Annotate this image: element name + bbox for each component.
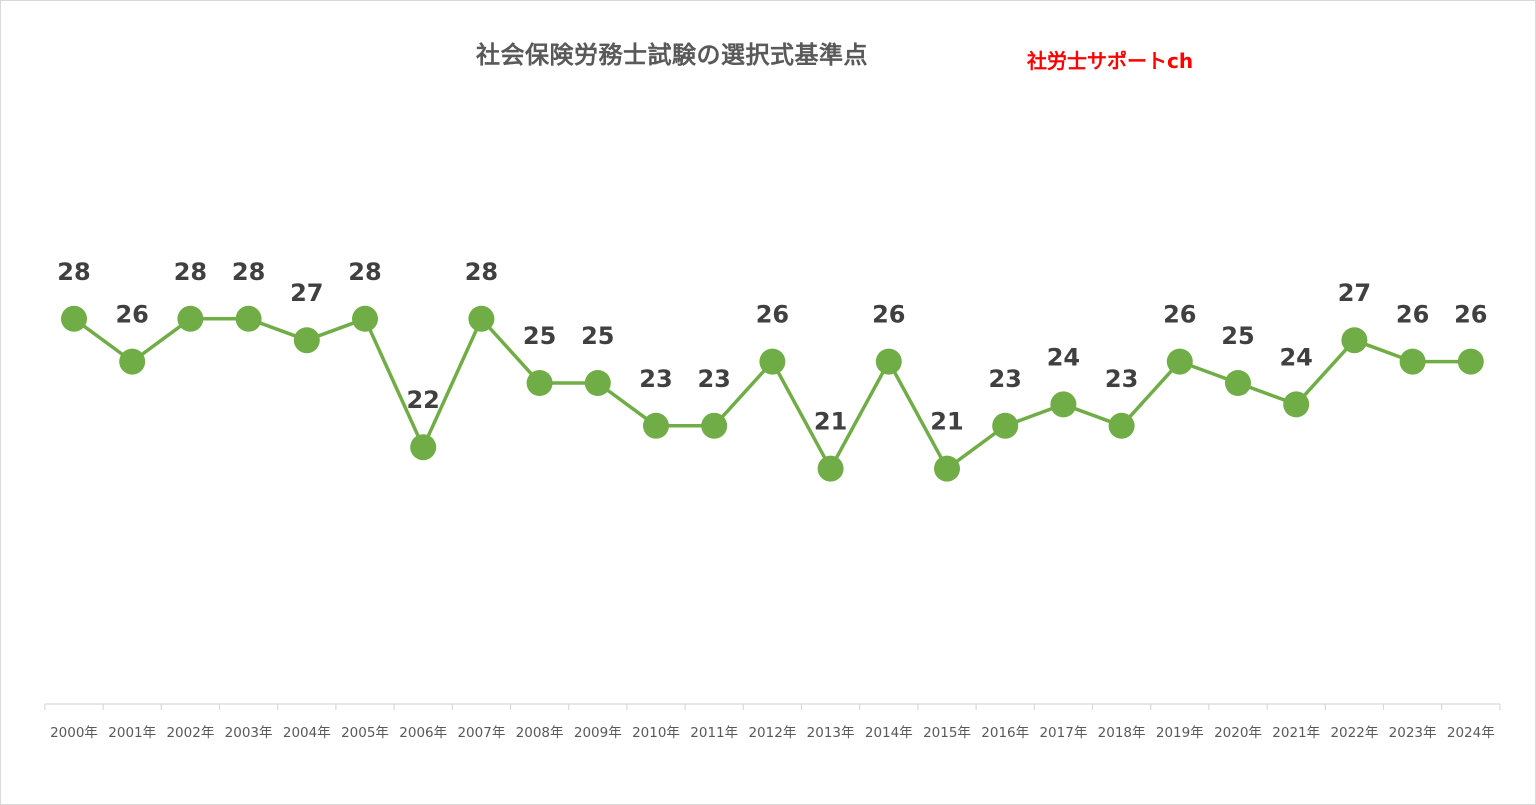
data-label-layer: 28 26 28 28 27 28 22 28 25 25 23 23 26 21 26 21 23 24 23 26… [57, 258, 1487, 436]
series-line-layer [72, 317, 1471, 471]
data-label-2002年: 28 [174, 258, 207, 286]
data-point-2008年 [526, 370, 553, 396]
x-tick-label-2009年: 2009年 [574, 725, 622, 741]
x-tick-label-2000年: 2000年 [50, 725, 98, 741]
data-label-2009年: 25 [581, 322, 614, 350]
x-tick-label-2023年: 2023年 [1389, 725, 1437, 741]
data-point-2022年 [1341, 327, 1368, 354]
data-label-2008年: 25 [523, 322, 556, 350]
data-label-2021年: 24 [1279, 343, 1312, 371]
data-point-2013年 [817, 455, 844, 482]
tick-label-layer: 2000年 2001年 2002年 2003年 2004年 2005年 2006年 2007年… [50, 725, 1495, 741]
data-label-2007年: 28 [465, 258, 498, 286]
x-tick-label-2006年: 2006年 [399, 725, 447, 741]
x-tick-label-2003年: 2003年 [225, 725, 273, 741]
data-label-2016年: 23 [988, 365, 1021, 393]
data-point-2007年 [468, 305, 495, 332]
data-label-2013年: 21 [814, 408, 847, 436]
watermark-text: 社労士サポートch [1027, 49, 1194, 73]
data-label-2022年: 27 [1338, 279, 1371, 307]
data-label-2001年: 26 [115, 301, 148, 329]
x-tick-label-2001年: 2001年 [108, 725, 156, 741]
x-tick-label-2022年: 2022年 [1330, 725, 1378, 741]
data-point-2009年 [584, 370, 611, 396]
data-point-2006年 [410, 434, 437, 461]
series-line [72, 317, 1471, 471]
data-label-2011年: 23 [697, 365, 730, 393]
data-point-2019年 [1166, 348, 1193, 375]
data-point-2016年 [992, 412, 1019, 439]
marker-layer [61, 305, 1484, 482]
data-point-2005年 [352, 305, 378, 332]
data-label-2004年: 27 [290, 279, 323, 307]
data-label-2014年: 26 [872, 301, 905, 329]
chart-title: 社会保険労務士試験の選択式基準点 [476, 41, 868, 69]
data-label-2000年: 28 [57, 258, 90, 286]
x-tick-label-2010年: 2010年 [632, 725, 680, 741]
x-tick-label-2015年: 2015年 [923, 725, 971, 741]
x-tick-label-2002年: 2002年 [166, 725, 214, 741]
data-point-2000年 [61, 305, 87, 332]
x-tick-label-2019年: 2019年 [1156, 725, 1204, 741]
data-label-2005年: 28 [348, 258, 381, 286]
data-label-2019年: 26 [1163, 301, 1196, 329]
x-tick-label-2014年: 2014年 [865, 725, 913, 741]
x-tick-label-2005年: 2005年 [341, 725, 389, 741]
x-tick-label-2008年: 2008年 [516, 725, 564, 741]
x-tick-label-2018年: 2018年 [1098, 725, 1146, 741]
x-tick-label-2024年: 2024年 [1447, 725, 1495, 741]
x-tick-label-2017年: 2017年 [1039, 725, 1087, 741]
data-label-2017年: 24 [1047, 343, 1080, 371]
data-point-2002年 [177, 305, 204, 332]
data-label-2020年: 25 [1221, 322, 1254, 350]
x-tick-label-2011年: 2011年 [690, 725, 738, 741]
data-label-2023年: 26 [1396, 301, 1429, 329]
data-point-2021年 [1283, 391, 1310, 418]
data-label-2015年: 21 [930, 408, 963, 436]
x-axis [44, 703, 1501, 710]
x-tick-label-2004年: 2004年 [283, 725, 331, 741]
x-tick-label-2021年: 2021年 [1272, 725, 1320, 741]
data-label-2024年: 26 [1454, 301, 1487, 329]
data-point-2020年 [1225, 370, 1251, 396]
data-point-2023年 [1399, 348, 1426, 375]
data-label-2018年: 23 [1105, 365, 1138, 393]
data-label-2012年: 26 [756, 301, 789, 329]
x-tick-label-2013年: 2013年 [807, 725, 855, 741]
data-point-2014年 [875, 348, 902, 375]
data-point-2004年 [293, 327, 320, 354]
data-point-2024年 [1457, 348, 1484, 375]
data-point-2012年 [759, 348, 786, 375]
data-point-2003年 [235, 305, 262, 332]
data-point-2017年 [1050, 391, 1077, 418]
x-tick-label-2007年: 2007年 [457, 725, 505, 741]
data-point-2015年 [934, 455, 960, 482]
x-tick-label-2020年: 2020年 [1214, 725, 1262, 741]
data-point-2001年 [119, 348, 146, 375]
data-label-2003年: 28 [232, 258, 265, 286]
x-tick-label-2016年: 2016年 [981, 725, 1029, 741]
data-label-2010年: 23 [639, 365, 672, 393]
data-point-2010年 [643, 412, 669, 439]
data-label-2006年: 22 [406, 386, 439, 414]
data-point-2011年 [701, 412, 728, 439]
x-tick-label-2012年: 2012年 [748, 725, 796, 741]
data-point-2018年 [1108, 412, 1135, 439]
